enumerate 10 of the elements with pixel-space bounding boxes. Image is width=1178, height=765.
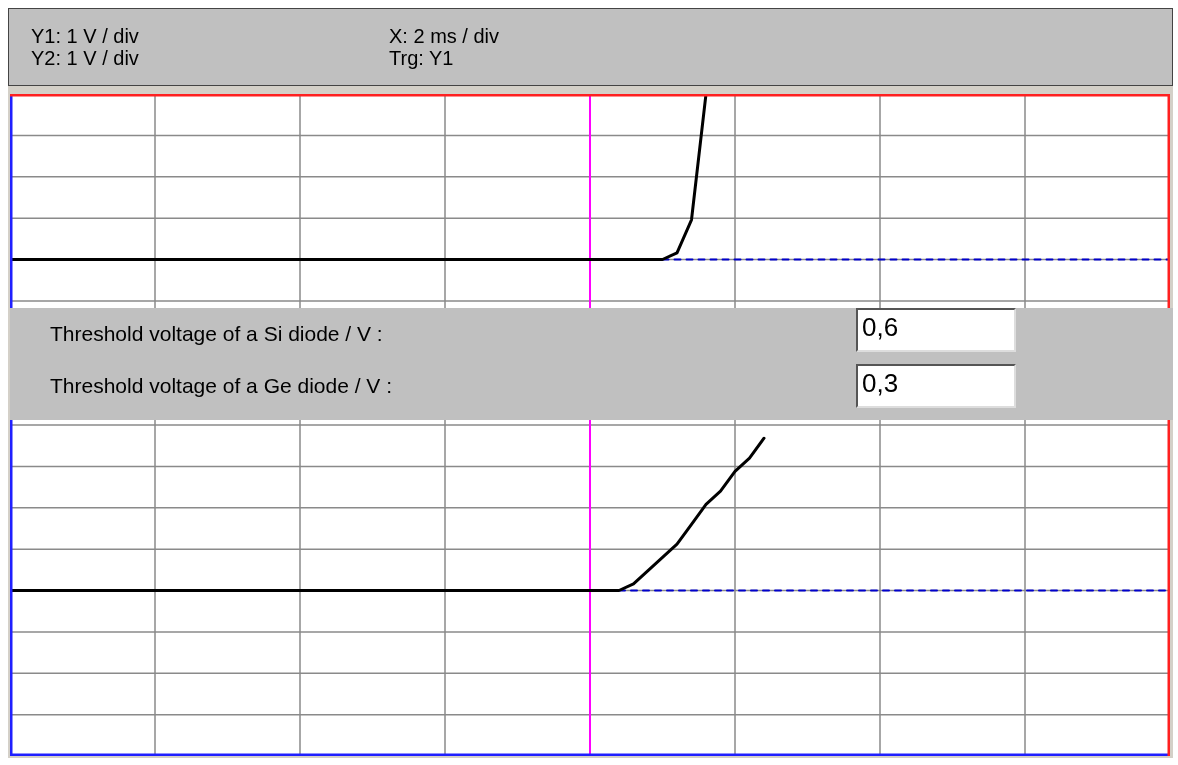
text: Y1: 1 V / div bbox=[31, 25, 139, 47]
text-field: 0,6 bbox=[856, 308, 1016, 352]
text-field: 0,3 bbox=[856, 364, 1016, 408]
annotation: 0,3 bbox=[862, 368, 899, 398]
text: Y2: 1 V / div bbox=[31, 47, 139, 69]
annotation: Threshold voltage of a Si diode / V : bbox=[50, 322, 383, 346]
annotation: Threshold voltage of a Ge diode / V : bbox=[50, 374, 393, 398]
annotation: 0,6 bbox=[862, 312, 899, 342]
text: X: 2 ms / div bbox=[389, 25, 500, 47]
text: Trg: Y1 bbox=[389, 47, 454, 69]
